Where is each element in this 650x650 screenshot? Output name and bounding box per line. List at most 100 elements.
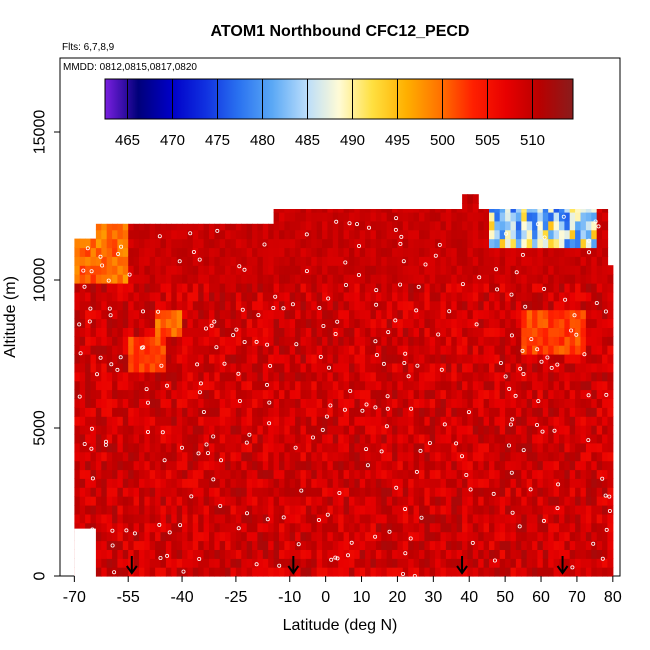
field-cell bbox=[219, 505, 226, 515]
field-cell bbox=[596, 505, 603, 515]
field-cell bbox=[279, 247, 285, 257]
sample-point bbox=[374, 288, 379, 293]
field-cell bbox=[413, 540, 420, 550]
field-cell bbox=[160, 487, 167, 497]
field-cell bbox=[564, 398, 571, 408]
field-cell bbox=[505, 345, 512, 355]
field-cell bbox=[429, 513, 436, 524]
field-cell bbox=[295, 291, 302, 302]
field-cell bbox=[349, 433, 355, 444]
sample-point bbox=[165, 553, 170, 558]
field-cell bbox=[155, 283, 162, 293]
field-cell bbox=[602, 345, 609, 355]
field-cell bbox=[149, 256, 156, 266]
field-cell bbox=[478, 567, 485, 577]
field-cell bbox=[402, 487, 409, 497]
field-cell bbox=[284, 496, 291, 506]
field-cell bbox=[85, 265, 92, 275]
field-cell bbox=[295, 238, 302, 249]
field-cell bbox=[526, 416, 533, 426]
field-cell bbox=[187, 283, 194, 293]
field-cell bbox=[214, 380, 221, 391]
sample-point bbox=[604, 392, 609, 397]
field-cell bbox=[225, 513, 232, 524]
field-cell bbox=[489, 451, 495, 462]
field-cell bbox=[230, 362, 237, 373]
field-cell bbox=[526, 469, 533, 479]
field-cell bbox=[122, 451, 129, 462]
field-cell bbox=[370, 318, 377, 328]
field-cell bbox=[585, 442, 592, 453]
sample-point bbox=[98, 254, 103, 259]
sample-point bbox=[160, 430, 165, 435]
field-cell bbox=[526, 505, 533, 515]
field-cell bbox=[413, 247, 420, 257]
sample-point bbox=[141, 345, 146, 350]
field-cell bbox=[176, 309, 183, 320]
field-cell bbox=[176, 223, 183, 231]
field-cell bbox=[322, 549, 329, 559]
field-cell bbox=[419, 354, 425, 364]
field-cell bbox=[160, 380, 167, 391]
field-cell bbox=[365, 469, 372, 479]
field-cell bbox=[381, 211, 388, 222]
field-cell bbox=[526, 496, 533, 506]
field-cell bbox=[268, 327, 275, 337]
field-cell bbox=[279, 209, 285, 213]
field-cell bbox=[435, 513, 442, 524]
field-cell bbox=[569, 283, 576, 293]
field-cell bbox=[349, 558, 355, 568]
field-cell bbox=[230, 265, 237, 275]
field-cell bbox=[343, 283, 350, 293]
field-cell bbox=[95, 505, 102, 515]
field-cell bbox=[510, 229, 517, 240]
field-cell bbox=[445, 407, 452, 417]
field-cell bbox=[316, 549, 323, 559]
field-cell bbox=[155, 345, 162, 355]
field-cell bbox=[284, 318, 291, 328]
field-cell bbox=[101, 318, 108, 328]
field-cell bbox=[257, 416, 264, 426]
field-cell bbox=[262, 460, 269, 471]
field-cell bbox=[435, 469, 442, 479]
field-cell bbox=[182, 540, 189, 550]
field-cell bbox=[489, 345, 495, 355]
field-cell bbox=[575, 460, 582, 471]
field-cell bbox=[327, 469, 334, 479]
sample-point bbox=[162, 458, 167, 463]
field-cell bbox=[219, 345, 226, 355]
field-cell bbox=[176, 442, 183, 453]
field-cell bbox=[424, 549, 431, 559]
field-cell bbox=[591, 238, 598, 249]
sample-point bbox=[549, 365, 554, 370]
field-cell bbox=[155, 223, 162, 231]
sample-point bbox=[503, 231, 508, 236]
sample-point bbox=[197, 557, 202, 562]
sample-point bbox=[164, 383, 169, 388]
field-cell bbox=[499, 522, 506, 533]
field-cell bbox=[456, 247, 463, 257]
field-cell bbox=[532, 345, 539, 355]
field-cell bbox=[155, 398, 162, 408]
sample-point bbox=[325, 512, 330, 517]
field-cell bbox=[225, 362, 232, 373]
field-cell bbox=[165, 567, 172, 577]
field-cell bbox=[343, 209, 350, 213]
field-cell bbox=[424, 540, 431, 550]
field-cell bbox=[548, 567, 555, 577]
field-cell bbox=[327, 238, 334, 249]
sample-point bbox=[89, 269, 94, 274]
field-cell bbox=[445, 398, 452, 408]
field-cell bbox=[596, 229, 603, 240]
field-cell bbox=[596, 362, 603, 373]
field-cell bbox=[235, 256, 242, 266]
field-cell bbox=[429, 229, 436, 240]
field-cell bbox=[424, 389, 431, 399]
sample-point bbox=[337, 490, 342, 495]
field-cell bbox=[327, 256, 334, 266]
field-cell bbox=[128, 389, 135, 399]
field-cell bbox=[192, 238, 199, 249]
field-cell bbox=[289, 407, 296, 417]
field-cell bbox=[375, 300, 382, 311]
field-cell bbox=[402, 247, 409, 257]
